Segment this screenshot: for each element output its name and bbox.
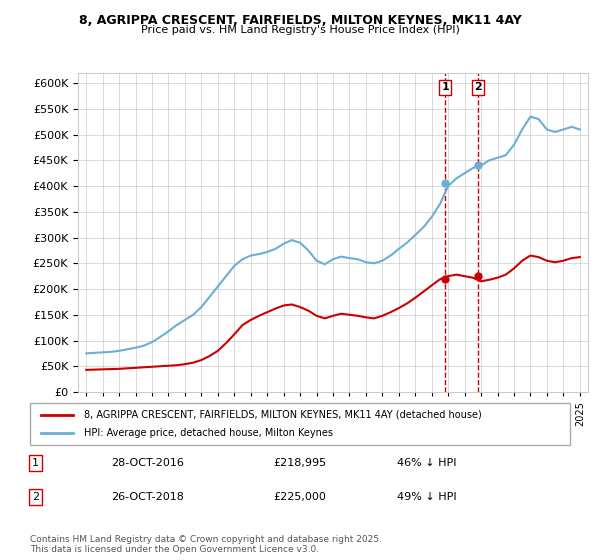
Text: 2: 2 bbox=[32, 492, 39, 502]
Text: 8, AGRIPPA CRESCENT, FAIRFIELDS, MILTON KEYNES, MK11 4AY: 8, AGRIPPA CRESCENT, FAIRFIELDS, MILTON … bbox=[79, 14, 521, 27]
Text: 1: 1 bbox=[32, 458, 39, 468]
Text: 26-OCT-2018: 26-OCT-2018 bbox=[111, 492, 184, 502]
Text: HPI: Average price, detached house, Milton Keynes: HPI: Average price, detached house, Milt… bbox=[84, 428, 333, 438]
Text: 8, AGRIPPA CRESCENT, FAIRFIELDS, MILTON KEYNES, MK11 4AY (detached house): 8, AGRIPPA CRESCENT, FAIRFIELDS, MILTON … bbox=[84, 410, 482, 420]
Text: Price paid vs. HM Land Registry's House Price Index (HPI): Price paid vs. HM Land Registry's House … bbox=[140, 25, 460, 35]
Text: 49% ↓ HPI: 49% ↓ HPI bbox=[397, 492, 457, 502]
Text: Contains HM Land Registry data © Crown copyright and database right 2025.
This d: Contains HM Land Registry data © Crown c… bbox=[30, 535, 382, 554]
FancyBboxPatch shape bbox=[30, 403, 570, 445]
Text: 28-OCT-2016: 28-OCT-2016 bbox=[111, 458, 184, 468]
Text: 46% ↓ HPI: 46% ↓ HPI bbox=[397, 458, 457, 468]
Text: £225,000: £225,000 bbox=[273, 492, 326, 502]
Text: 1: 1 bbox=[442, 82, 449, 92]
Text: £218,995: £218,995 bbox=[273, 458, 326, 468]
Text: 2: 2 bbox=[475, 82, 482, 92]
